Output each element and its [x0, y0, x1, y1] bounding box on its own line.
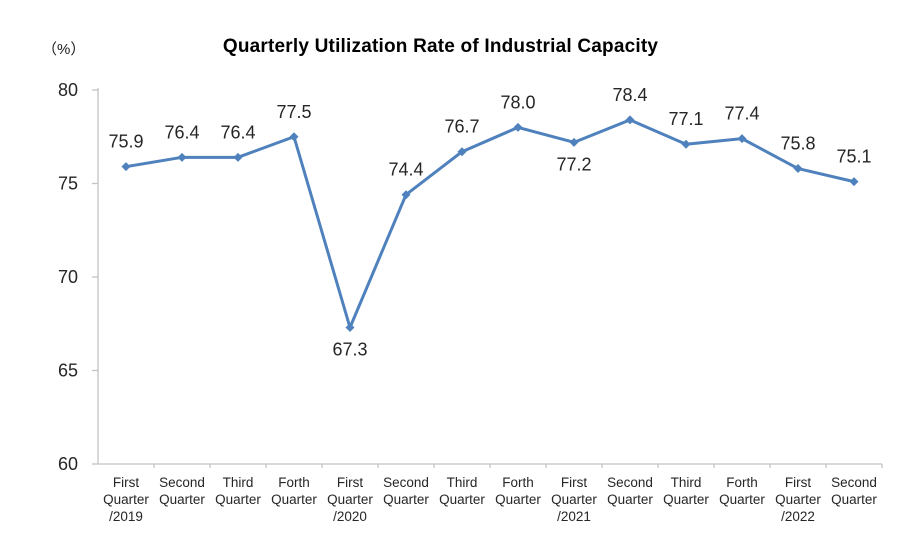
- data-point-label: 76.4: [220, 122, 255, 142]
- data-point-marker: [737, 134, 747, 144]
- data-point-marker: [177, 152, 187, 162]
- data-point-marker: [289, 132, 299, 142]
- data-point-marker: [793, 164, 803, 174]
- y-tick-label: 80: [58, 80, 78, 100]
- data-line: [124, 118, 856, 329]
- data-point-label: 77.5: [276, 102, 311, 122]
- data-point-marker: [345, 322, 355, 332]
- x-tick-label: Forth Quarter: [271, 475, 317, 507]
- x-tick-label: Forth Quarter: [495, 475, 541, 507]
- x-tick-label: Third Quarter: [663, 475, 709, 507]
- x-tick-label: First Quarter/2022: [775, 475, 821, 524]
- data-point-marker: [569, 137, 579, 147]
- x-tick-label: Third Quarter: [439, 475, 485, 507]
- data-point-label: 67.3: [332, 339, 367, 359]
- data-point-label: 78.4: [612, 85, 647, 105]
- chart-title: Quarterly Utilization Rate of Industrial…: [222, 36, 659, 57]
- data-point-label: 75.1: [836, 147, 871, 167]
- data-point-label: 74.4: [388, 160, 423, 180]
- data-point-marker: [401, 190, 411, 200]
- y-tick-label: 75: [58, 174, 78, 194]
- y-tick-label: 65: [58, 361, 78, 381]
- data-point-label: 75.9: [108, 132, 143, 152]
- data-point-marker: [121, 162, 131, 172]
- data-point-label: 77.4: [724, 104, 759, 124]
- x-tick-label: Second Quarter: [159, 475, 205, 507]
- x-tick-label: Second Quarter: [831, 475, 877, 507]
- data-point-label: 76.7: [444, 117, 479, 137]
- y-tick-label: 60: [58, 454, 78, 474]
- data-point-label: 76.4: [164, 122, 199, 142]
- data-point-label: 77.1: [668, 109, 703, 129]
- x-tick-label: Second Quarter: [607, 475, 653, 507]
- data-point-marker: [849, 177, 859, 187]
- x-tick-label: First Quarter/2020: [327, 475, 373, 524]
- x-tick-label: First Quarter/2019: [103, 475, 149, 524]
- x-tick-label: First Quarter/2021: [551, 475, 597, 524]
- y-axis-unit-label: （%）: [42, 41, 86, 58]
- x-tick-label: Second Quarter: [383, 475, 429, 507]
- data-point-label: 75.8: [780, 134, 815, 154]
- x-tick-label: Forth Quarter: [719, 475, 765, 507]
- y-tick-label: 70: [58, 267, 78, 287]
- data-point-label: 78.0: [500, 92, 535, 112]
- data-point-marker: [625, 115, 635, 125]
- x-tick-label: Third Quarter: [215, 475, 261, 507]
- data-point-marker: [233, 152, 243, 162]
- data-point-marker: [513, 122, 523, 132]
- data-point-marker: [681, 139, 691, 149]
- data-point-label: 77.2: [556, 154, 591, 174]
- axis-lines: [97, 88, 882, 465]
- data-point-marker: [457, 147, 467, 157]
